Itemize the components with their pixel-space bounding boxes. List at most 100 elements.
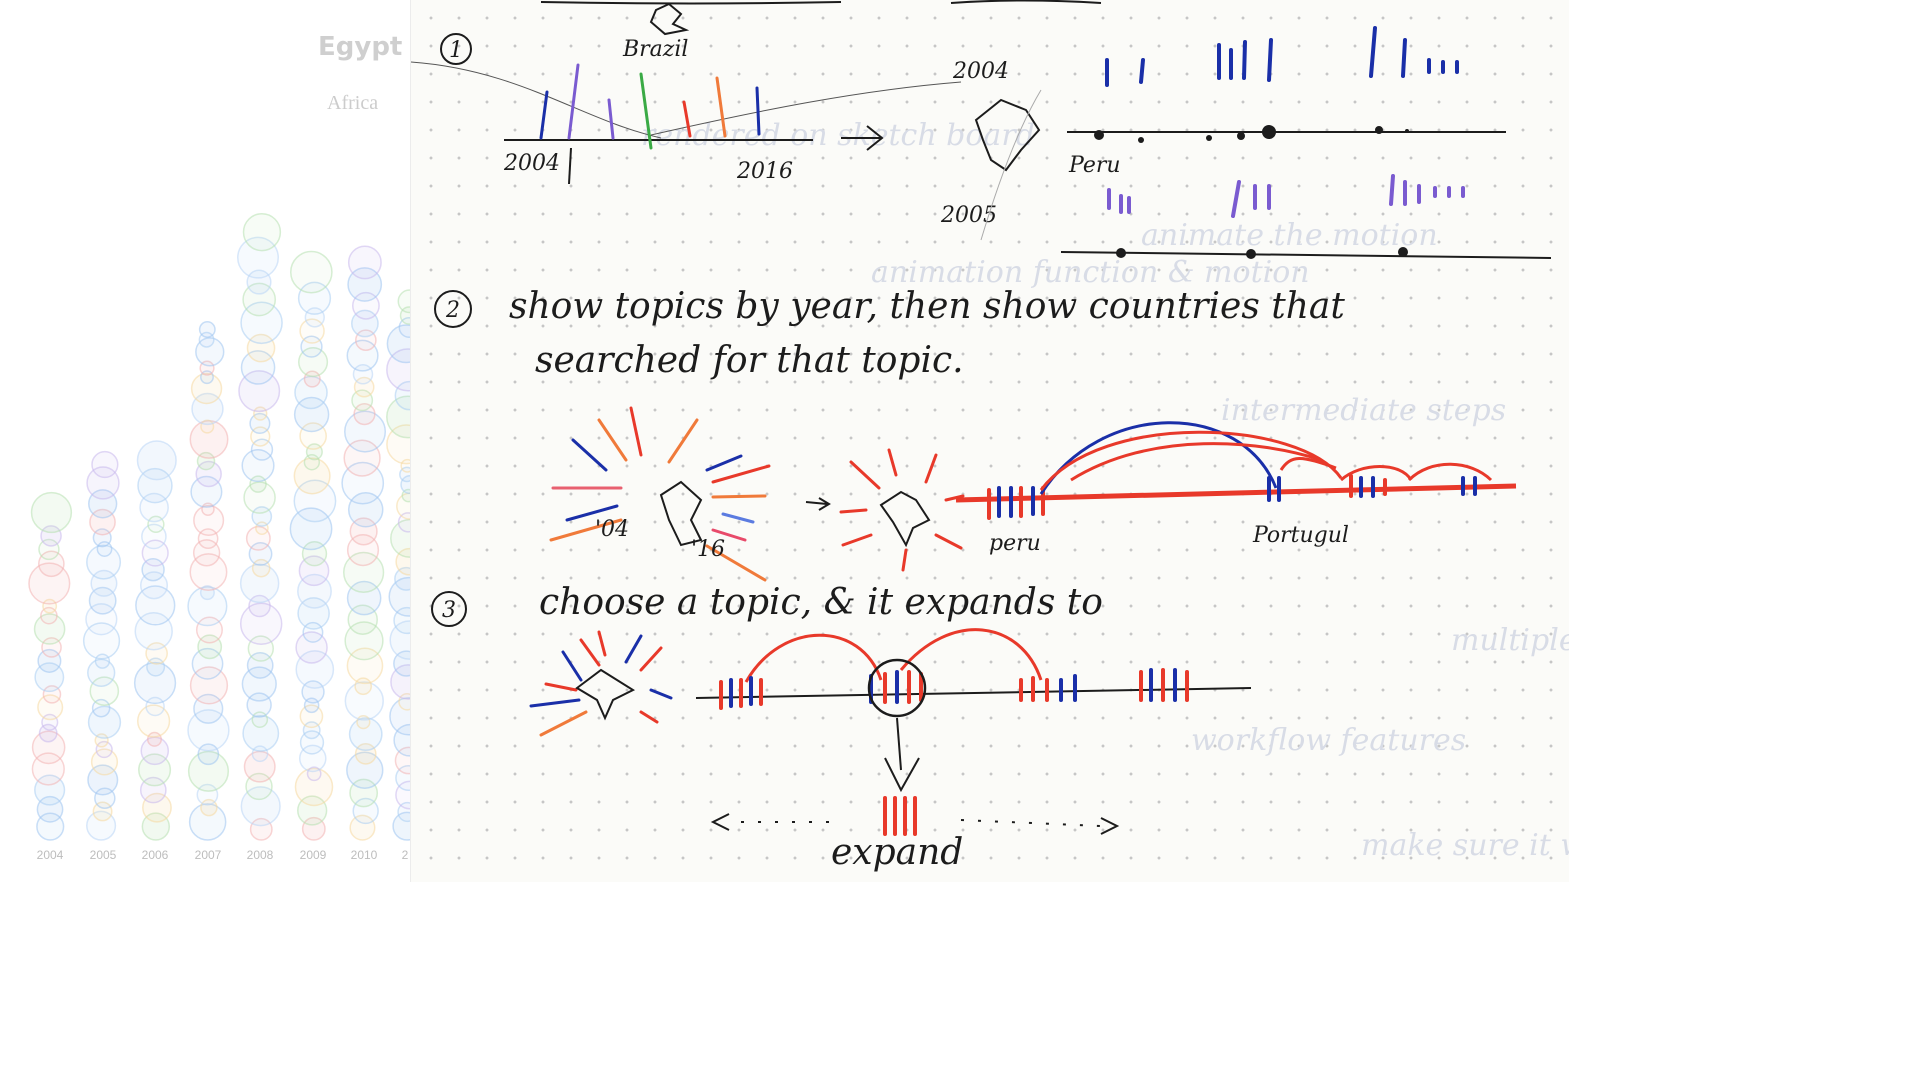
arrow-right-icon (1100, 817, 1120, 835)
bubble (33, 613, 66, 645)
bubble (191, 647, 224, 680)
year-label: 2005 (89, 848, 117, 862)
bubble (393, 650, 410, 677)
bubble (38, 550, 65, 578)
bubble (248, 542, 273, 566)
ghost-line: make sure it works (1361, 828, 1569, 863)
bubble (388, 576, 410, 617)
ghost-line: rendered on sketch board (641, 118, 1035, 153)
bubble (195, 460, 222, 488)
bubble (344, 681, 384, 721)
bubble (295, 650, 335, 689)
range-end-label: '16 (691, 537, 725, 562)
step-number-circle (431, 591, 467, 627)
bubble (386, 395, 410, 439)
bubble (395, 780, 410, 810)
axis-end-label: 2016 (736, 159, 793, 184)
bubble (86, 466, 120, 500)
year-top-label: 2004 (952, 59, 1009, 84)
bubble (349, 814, 376, 841)
bubble (390, 664, 410, 700)
bubble (250, 438, 274, 461)
year-label: 2010 (350, 848, 378, 862)
bubble (142, 792, 172, 823)
country-shape-icon (659, 480, 703, 547)
year-mark (567, 63, 580, 140)
bubble (347, 491, 384, 528)
ghost-text: rendered on sketch board animate the mot… (641, 118, 1569, 863)
bubble (393, 606, 410, 635)
bubble (397, 289, 410, 314)
bubble (136, 440, 177, 481)
bubble (394, 746, 410, 775)
year-mark (639, 72, 653, 150)
topic-burst (529, 630, 673, 737)
arrow-right-icon (841, 125, 884, 151)
bubble (87, 764, 119, 796)
sketch-drawing: rendered on sketch board animate the mot… (411, 0, 1569, 873)
note-text: searched for that topic. (535, 340, 964, 381)
country-label: Portugul (1252, 523, 1349, 548)
country-label: Peru (1068, 153, 1121, 178)
bubble (193, 504, 225, 536)
country-shape-icon (974, 98, 1041, 172)
ghost-line: workflow features (1191, 723, 1466, 758)
step-number-circle (434, 290, 472, 328)
bubble (242, 212, 282, 252)
ghost-line: multiple (1451, 623, 1569, 658)
bubble (386, 348, 410, 392)
bubble (353, 403, 376, 426)
expand-label: expand (831, 832, 963, 873)
bubble (197, 743, 220, 766)
bubble-chart (28, 212, 410, 841)
bubble (241, 448, 275, 483)
bubble (187, 750, 230, 792)
year-mark (539, 90, 549, 140)
year-label: 2009 (299, 848, 327, 862)
bubble (247, 635, 274, 662)
bubble (38, 538, 60, 561)
timeline-axis (955, 483, 1517, 503)
arrow-down-icon (884, 717, 920, 793)
step-number: 3 (442, 598, 456, 623)
topic-marks (719, 668, 1189, 710)
bubble (190, 475, 223, 508)
bubble (30, 491, 73, 534)
topic-marks (1105, 26, 1459, 87)
bubble (96, 541, 113, 557)
bubble (344, 410, 387, 453)
topic-burst (549, 406, 771, 582)
bubble (239, 563, 280, 604)
range-start-label: '04 (595, 517, 629, 542)
bubble (347, 245, 382, 280)
step-number: 2 (445, 298, 460, 323)
bubble (87, 705, 122, 739)
year-label: 2007 (194, 848, 222, 862)
bubble (398, 317, 410, 338)
bubble-chart-panel: Egypt Africa 2004 2005 2006 2007 2008 20… (0, 0, 410, 882)
bubble (91, 450, 119, 479)
bubble (303, 454, 321, 471)
bubble (346, 339, 379, 372)
bubble (195, 337, 225, 367)
topic-burst (839, 448, 965, 572)
notebook-sketch: rendered on sketch board animate the mot… (410, 0, 1569, 882)
note-text: choose a topic, & it expands to (539, 582, 1103, 623)
bubble (395, 547, 410, 576)
year-label: 2008 (246, 848, 274, 862)
bubble (38, 723, 58, 743)
topic-marks (987, 474, 1477, 520)
year-mark (682, 100, 692, 138)
bubble (40, 525, 62, 547)
country-label: peru (989, 531, 1041, 556)
bubble (190, 372, 223, 405)
bubble (397, 801, 410, 823)
year-label: 2 (401, 848, 409, 862)
arrow-right-icon (805, 497, 831, 511)
bubble (294, 767, 334, 807)
bubble (392, 811, 410, 841)
bubble (293, 479, 337, 523)
bubble (92, 801, 113, 822)
region-subtitle: Africa (327, 92, 379, 114)
year-marks (539, 63, 761, 150)
